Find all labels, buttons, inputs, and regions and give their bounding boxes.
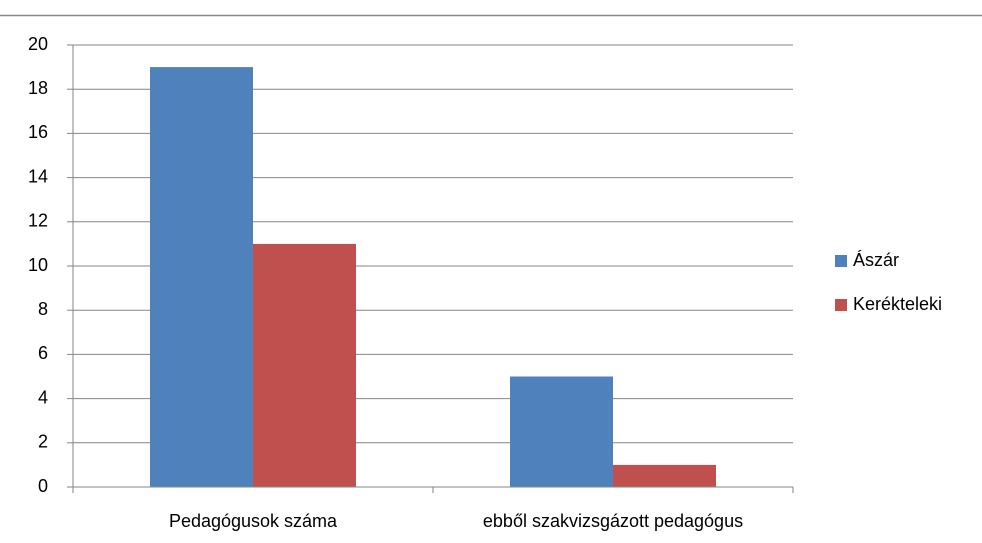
- legend-swatch: [835, 299, 847, 311]
- legend-label: Ászár: [853, 250, 899, 270]
- legend-swatch: [835, 255, 847, 267]
- bar: [613, 464, 716, 487]
- legend-label: Kerékteleki: [853, 294, 942, 314]
- y-tick-label: 4: [38, 387, 48, 407]
- y-tick-label: 14: [28, 166, 48, 186]
- bar: [510, 376, 613, 487]
- y-tick-label: 2: [38, 432, 48, 452]
- y-tick-label: 18: [28, 78, 48, 98]
- y-tick-label: 6: [38, 343, 48, 363]
- y-tick-label: 20: [28, 34, 48, 54]
- y-tick-label: 16: [28, 122, 48, 142]
- x-tick-label: ebből szakvizsgázott pedagógus: [483, 511, 743, 531]
- bar: [253, 243, 356, 487]
- bar: [150, 67, 253, 487]
- x-tick-label: Pedagógusok száma: [169, 511, 338, 531]
- y-tick-label: 8: [38, 299, 48, 319]
- y-tick-label: 10: [28, 255, 48, 275]
- y-tick-label: 0: [38, 476, 48, 496]
- y-tick-label: 12: [28, 211, 48, 231]
